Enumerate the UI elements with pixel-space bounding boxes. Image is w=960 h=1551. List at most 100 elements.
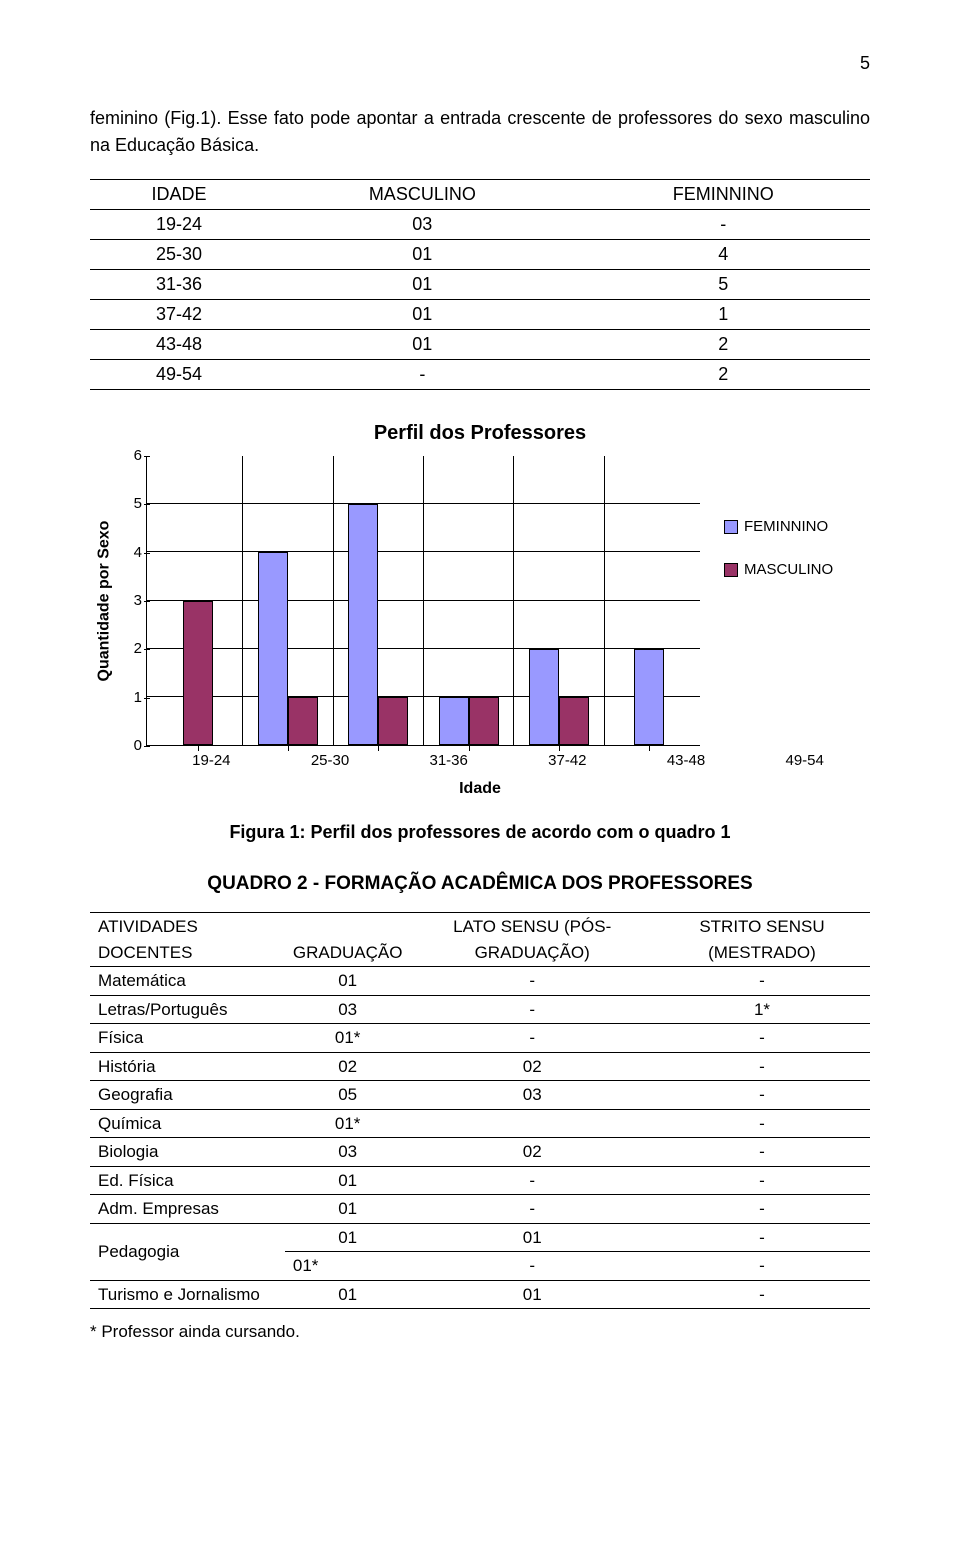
chart-legend: FEMINNINO MASCULINO: [700, 456, 870, 746]
table-row: 31-36015: [90, 270, 870, 300]
chart-perfil-professores: Perfil dos Professores Quantidade por Se…: [90, 418, 870, 801]
table-cell: -: [654, 1223, 870, 1252]
table-row: 49-54-2: [90, 360, 870, 390]
table-cell: -: [654, 1280, 870, 1309]
table-header: FEMINNINO: [577, 180, 870, 210]
bar: [529, 649, 559, 745]
table-row: Biologia0302-: [90, 1138, 870, 1167]
legend-swatch: [724, 563, 738, 577]
table-cell: 03: [285, 1138, 411, 1167]
table-cell: -: [654, 1024, 870, 1053]
table-cell: 37-42: [90, 300, 268, 330]
table-cell: -: [654, 1252, 870, 1281]
table-cell: -: [410, 995, 654, 1024]
table-header: ATIVIDADES DOCENTES: [90, 913, 285, 967]
table-cell: Matemática: [90, 967, 285, 996]
table-cell: 03: [268, 210, 576, 240]
table-cell: -: [410, 1195, 654, 1224]
table-cell: -: [654, 1138, 870, 1167]
xtick-label: 19-24: [152, 750, 271, 773]
xtick-label: 49-54: [745, 750, 864, 773]
table-row: 43-48012: [90, 330, 870, 360]
legend-item: MASCULINO: [724, 559, 870, 582]
table-row: Turismo e Jornalismo0101-: [90, 1280, 870, 1309]
table-cell: 01: [268, 240, 576, 270]
table-cell: -: [410, 1024, 654, 1053]
section-title-quadro2: QUADRO 2 - FORMAÇÃO ACADÊMICA DOS PROFES…: [90, 870, 870, 899]
table-header: LATO SENSU (PÓS-GRADUAÇÃO): [410, 913, 654, 967]
table-cell: 01: [268, 270, 576, 300]
table-row: Letras/Português03-1*: [90, 995, 870, 1024]
table-row: História0202-: [90, 1052, 870, 1081]
figure-caption: Figura 1: Perfil dos professores de acor…: [90, 819, 870, 846]
table-cell: 01: [410, 1223, 654, 1252]
table-cell: História: [90, 1052, 285, 1081]
chart-xlabel: Idade: [90, 777, 870, 801]
intro-paragraph: feminino (Fig.1). Esse fato pode apontar…: [90, 105, 870, 159]
bar-group: [243, 456, 333, 745]
table-cell: -: [654, 1109, 870, 1138]
table-cell: 02: [285, 1052, 411, 1081]
bar-group: [153, 456, 243, 745]
table-header: GRADUAÇÃO: [285, 913, 411, 967]
table-cell: Química: [90, 1109, 285, 1138]
table-cell: 1: [577, 300, 870, 330]
table-row: Química01*-: [90, 1109, 870, 1138]
table-cell: 02: [410, 1138, 654, 1167]
table-cell: 01: [285, 1280, 411, 1309]
table-row: Geografia0503-: [90, 1081, 870, 1110]
page-number: 5: [90, 50, 870, 77]
table-row: 25-30014: [90, 240, 870, 270]
table-cell: 19-24: [90, 210, 268, 240]
table-cell: -: [410, 1166, 654, 1195]
chart-ylabel: Quantidade por Sexo: [92, 521, 116, 682]
table-cell: -: [577, 210, 870, 240]
table-cell: -: [654, 967, 870, 996]
table-cell: 01: [285, 1195, 411, 1224]
table-cell: Ed. Física: [90, 1166, 285, 1195]
table-cell: Biologia: [90, 1138, 285, 1167]
table-row: Matemática01--: [90, 967, 870, 996]
bar: [378, 697, 408, 745]
chart-plot: [146, 456, 700, 746]
legend-swatch: [724, 520, 738, 534]
table-cell: -: [410, 1252, 654, 1281]
ytick-label: 6: [134, 445, 142, 468]
table-cell: [410, 1109, 654, 1138]
chart-yaxis: 0123456: [118, 456, 146, 746]
ytick-label: 0: [134, 735, 142, 758]
bar: [439, 697, 469, 745]
legend-label: FEMINNINO: [744, 516, 828, 539]
table-cell: -: [654, 1166, 870, 1195]
bar: [634, 649, 664, 745]
table-row: 37-42011: [90, 300, 870, 330]
table-formacao: ATIVIDADES DOCENTESGRADUAÇÃOLATO SENSU (…: [90, 912, 870, 1309]
table-cell: 03: [410, 1081, 654, 1110]
table-cell: -: [410, 967, 654, 996]
table-row: Ed. Física01--: [90, 1166, 870, 1195]
table-cell: 01: [410, 1280, 654, 1309]
table-cell: -: [654, 1081, 870, 1110]
xtick-label: 37-42: [508, 750, 627, 773]
bar: [183, 601, 213, 746]
table-cell: 03: [285, 995, 411, 1024]
table-cell: Letras/Português: [90, 995, 285, 1024]
table-row: Adm. Empresas01--: [90, 1195, 870, 1224]
table-cell: 01: [285, 1223, 411, 1252]
table-row: Pedagogia0101-: [90, 1223, 870, 1252]
ytick-label: 4: [134, 541, 142, 564]
bar-group: [334, 456, 424, 745]
bar: [469, 697, 499, 745]
table-cell: -: [268, 360, 576, 390]
table-header: MASCULINO: [268, 180, 576, 210]
ytick-label: 5: [134, 493, 142, 516]
table-cell: 01: [268, 300, 576, 330]
table-cell: 5: [577, 270, 870, 300]
ytick-label: 1: [134, 686, 142, 709]
table-cell: 01*: [285, 1024, 411, 1053]
table-cell: 01*: [285, 1252, 411, 1281]
chart-xlabels: 19-2425-3031-3637-4243-4849-54: [146, 746, 870, 773]
table-cell: 49-54: [90, 360, 268, 390]
bar-group: [514, 456, 604, 745]
table-cell: Adm. Empresas: [90, 1195, 285, 1224]
